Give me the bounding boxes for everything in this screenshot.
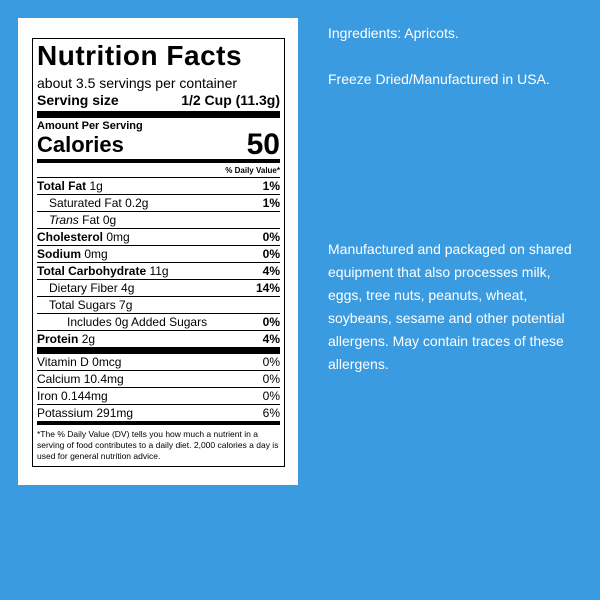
daily-value: 0% (262, 355, 280, 369)
serving-size-value: 1/2 Cup (11.3g) (181, 92, 280, 108)
servings: about 3.5 servings per container (37, 75, 238, 91)
nutrient-row: Sodium 0mg 0% (37, 246, 280, 263)
vitamin-rows: Vitamin D 0mcg 0% Calcium 10.4mg 0% Iron 0.1… (37, 354, 280, 425)
nutrient-name: Saturated Fat (49, 196, 122, 210)
nutrient-name: Protein (37, 332, 79, 346)
nutrition-label: Nutrition Facts about 3.5 servings per c… (18, 18, 298, 485)
calories-label: Calories (37, 132, 124, 157)
nutrient-name-italic: Trans (49, 213, 79, 227)
nutrient-left: Sodium 0mg (37, 246, 108, 262)
nutrient-name: Total Carbohydrate (37, 264, 147, 278)
nutrient-name: Sodium (37, 247, 81, 261)
nutrient-amount: 0.144mg (61, 389, 108, 403)
serving-size-label: Serving size (37, 92, 119, 108)
serving-size: Serving size 1/2 Cup (11.3g) (37, 92, 280, 118)
nutrient-amount: 0mg (106, 230, 130, 244)
nutrient-row: Calcium 10.4mg 0% (37, 371, 280, 388)
nutrient-left: Dietary Fiber 4g (49, 280, 134, 296)
label-box: Nutrition Facts about 3.5 servings per c… (32, 38, 285, 467)
nutrient-rows: Total Fat 1g 1% Saturated Fat 0.2g 1% Trans … (37, 178, 280, 354)
nutrient-row: Trans Fat 0g (37, 212, 280, 229)
nutrient-name: Dietary Fiber (49, 281, 118, 295)
daily-value: 4% (262, 332, 280, 346)
nutrient-left: Total Carbohydrate 11g (37, 263, 169, 279)
daily-value: 1% (262, 196, 280, 210)
nutrient-row: Saturated Fat 0.2g 1% (37, 195, 280, 212)
nutrient-amount: 0mcg (92, 355, 122, 369)
ingredients: Ingredients: Apricots. (328, 25, 459, 41)
nutrient-name: Total Fat (37, 179, 87, 193)
nutrient-left: Includes 0g Added Sugars (67, 314, 207, 330)
nutrient-left: Protein 2g (37, 331, 95, 347)
nutrient-amount: 291mg (96, 406, 134, 420)
daily-value: 0% (262, 247, 280, 261)
nutrient-left: Potassium 291mg (37, 405, 133, 421)
footnote: *The % Daily Value (DV) tells you how mu… (37, 429, 279, 461)
nutrient-row: Potassium 291mg 6% (37, 405, 280, 425)
dv-header: % Daily Value* (37, 163, 280, 178)
nutrient-amount: 2g (81, 332, 96, 346)
nutrient-row: Vitamin D 0mcg 0% (37, 354, 280, 371)
nutrient-left: Trans Fat 0g (49, 212, 116, 228)
nutrient-row: Total Fat 1g 1% (37, 178, 280, 195)
label-title: Nutrition Facts (37, 40, 243, 71)
nutrient-amount: 4g (121, 281, 135, 295)
calories: Calories 50 (37, 128, 280, 163)
nutrient-amount: 1g (89, 179, 103, 193)
nutrient-name: Potassium (37, 406, 94, 420)
daily-value: 0% (262, 230, 280, 244)
daily-value: 0% (262, 315, 280, 329)
nutrient-name: Vitamin D (37, 355, 89, 369)
nutrient-name: Total Sugars (49, 298, 116, 312)
nutrient-name: Calcium (37, 372, 81, 386)
nutrient-row: Iron 0.144mg 0% (37, 388, 280, 405)
nutrient-row: Total Carbohydrate 11g 4% (37, 263, 280, 280)
allergen-note: Manufactured and packaged on shared equi… (328, 241, 572, 372)
daily-value: 4% (262, 264, 280, 278)
nutrient-left: Saturated Fat 0.2g (49, 195, 148, 211)
nutrient-amount: 0.2g (125, 196, 149, 210)
daily-value: 14% (255, 281, 280, 295)
nutrient-left: Calcium 10.4mg (37, 371, 124, 387)
nutrient-row: Dietary Fiber 4g 14% (37, 280, 280, 297)
daily-value: 1% (262, 179, 280, 193)
daily-value: 6% (262, 406, 280, 420)
daily-value: 0% (262, 372, 280, 386)
nutrient-amount: 0g (102, 213, 117, 227)
nutrient-name: Iron (37, 389, 58, 403)
nutrient-amount: 10.4mg (83, 372, 124, 386)
nutrient-left: Vitamin D 0mcg (37, 354, 121, 370)
nutrient-row: Includes 0g Added Sugars 0% (37, 314, 280, 331)
nutrient-amount: 7g (119, 298, 133, 312)
calories-value: 50 (246, 128, 280, 161)
nutrient-name: Cholesterol (37, 230, 104, 244)
nutrient-row: Protein 2g 4% (37, 331, 280, 354)
nutrient-left: Total Fat 1g (37, 178, 103, 194)
nutrient-row: Total Sugars 7g (37, 297, 280, 314)
origin: Freeze Dried/Manufactured in USA. (328, 71, 550, 87)
daily-value: 0% (262, 389, 280, 403)
nutrient-name: Fat (82, 213, 100, 227)
nutrient-row: Cholesterol 0mg 0% (37, 229, 280, 246)
nutrient-left: Cholesterol 0mg (37, 229, 130, 245)
nutrient-left: Iron 0.144mg (37, 388, 108, 404)
nutrient-name: Includes 0g Added Sugars (67, 315, 208, 329)
nutrient-amount: 0mg (84, 247, 108, 261)
nutrient-left: Total Sugars 7g (49, 297, 132, 313)
nutrient-amount: 11g (149, 264, 169, 278)
amount-per-serving: Amount Per Serving (37, 120, 143, 132)
